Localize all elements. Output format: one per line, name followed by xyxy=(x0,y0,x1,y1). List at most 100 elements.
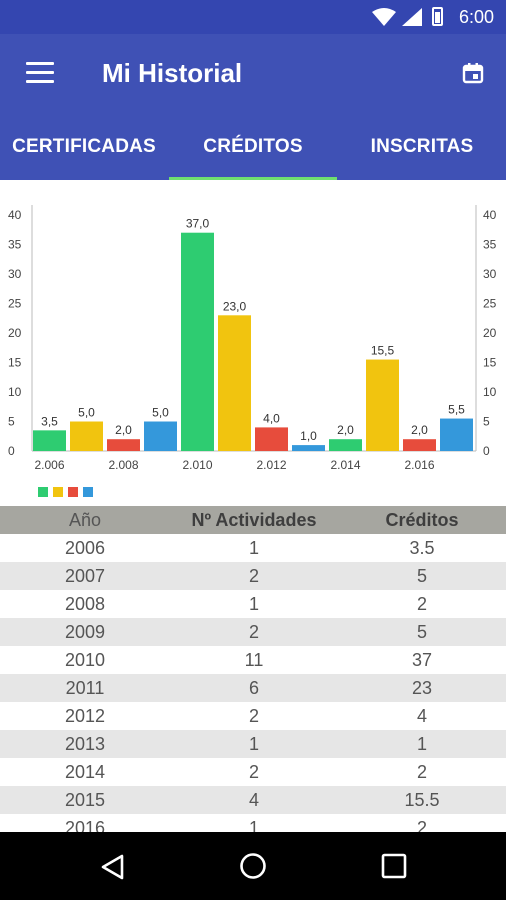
x-tick-label: 2.010 xyxy=(182,458,212,472)
y-tick-label-left: 20 xyxy=(8,326,22,340)
cell-activities: 2 xyxy=(248,762,259,782)
y-tick-label-left: 0 xyxy=(8,444,15,458)
wifi-icon xyxy=(372,8,396,26)
bar xyxy=(366,359,399,451)
recents-icon[interactable] xyxy=(381,853,407,879)
y-tick-label-left: 30 xyxy=(8,267,22,281)
bar-value-label: 2,0 xyxy=(411,423,428,437)
cell-credits: 2 xyxy=(416,818,427,838)
bar xyxy=(255,427,288,451)
table-header: Año Nº Actividades Créditos xyxy=(0,506,506,534)
calendar-icon[interactable] xyxy=(462,62,484,84)
signal-icon xyxy=(402,8,422,26)
cell-credits: 15.5 xyxy=(404,790,440,810)
app-bar: Mi Historial xyxy=(0,34,506,114)
tab-inscritas[interactable]: INSCRITAS xyxy=(338,114,506,180)
table-row: 2007 2 5 xyxy=(0,562,506,590)
bar-value-label: 4,0 xyxy=(263,411,280,425)
table-row: 2014 2 2 xyxy=(0,758,506,786)
bar-value-label: 1,0 xyxy=(300,429,317,443)
cell-year: 2012 xyxy=(64,706,106,726)
y-tick-label-right: 10 xyxy=(483,385,497,399)
tab-label: INSCRITAS xyxy=(370,136,474,157)
menu-icon[interactable] xyxy=(26,62,54,84)
y-tick-label-right: 5 xyxy=(483,415,490,429)
bar-value-label: 3,5 xyxy=(41,414,58,428)
x-tick-label: 2.006 xyxy=(34,458,64,472)
bar xyxy=(440,418,473,451)
credits-chart: 0 0 5 5 10 10 15 15 20 20 25 25 30 30 35 35 40 40 3,5 5,0 2,… xyxy=(0,180,506,506)
legend-swatch xyxy=(83,487,93,497)
y-tick-label-right: 25 xyxy=(483,297,497,311)
cell-year: 2010 xyxy=(64,650,106,670)
table-row: 2008 1 2 xyxy=(0,590,506,618)
table-row: 2011 6 23 xyxy=(0,674,506,702)
bar xyxy=(33,430,66,451)
bar-value-label: 5,0 xyxy=(78,406,95,420)
status-time: 6:00 xyxy=(458,7,494,27)
legend-swatch xyxy=(53,487,63,497)
cell-year: 2014 xyxy=(64,762,106,782)
table-row: 2010 11 37 xyxy=(0,646,506,674)
table-row: 2015 4 15.5 xyxy=(0,786,506,814)
table-row: 2006 1 3.5 xyxy=(0,534,506,562)
cell-year: 2006 xyxy=(64,538,106,558)
bar xyxy=(107,439,140,451)
y-tick-label-right: 30 xyxy=(483,267,497,281)
cell-credits: 5 xyxy=(416,566,427,586)
y-tick-label-left: 35 xyxy=(8,238,22,252)
bar xyxy=(181,232,214,451)
y-tick-label-left: 5 xyxy=(8,415,15,429)
cell-year: 2008 xyxy=(64,594,106,614)
header-activities: Nº Actividades xyxy=(191,510,317,530)
navigation-bar xyxy=(0,832,506,900)
credits-chart-svg: 0 0 5 5 10 10 15 15 20 20 25 25 30 30 35 35 40 40 3,5 5,0 2,… xyxy=(8,205,497,497)
bar xyxy=(70,421,103,451)
tab-creditos[interactable]: CRÉDITOS xyxy=(169,114,337,180)
y-tick-label-left: 10 xyxy=(8,385,22,399)
header-credits: Créditos xyxy=(385,510,459,530)
y-tick-label-left: 15 xyxy=(8,356,22,370)
legend-swatch xyxy=(38,487,48,497)
history-table: Año Nº Actividades Créditos 2006 1 3.5 2007… xyxy=(0,506,506,842)
x-tick-label: 2.012 xyxy=(256,458,286,472)
cell-year: 2013 xyxy=(64,734,106,754)
cell-activities: 4 xyxy=(248,790,259,810)
x-tick-label: 2.016 xyxy=(404,458,434,472)
back-icon[interactable] xyxy=(100,854,126,880)
bar-value-label: 5,5 xyxy=(448,403,465,417)
tab-indicator xyxy=(169,177,337,180)
cell-credits: 4 xyxy=(416,706,427,726)
table-row: 2013 1 1 xyxy=(0,730,506,758)
cell-year: 2009 xyxy=(64,622,106,642)
cell-activities: 2 xyxy=(248,566,259,586)
cell-credits: 1 xyxy=(416,734,427,754)
tab-label: CRÉDITOS xyxy=(203,136,303,157)
bar xyxy=(403,439,436,451)
bar xyxy=(218,315,251,451)
home-icon[interactable] xyxy=(239,852,267,880)
cell-credits: 37 xyxy=(411,650,433,670)
cell-activities: 6 xyxy=(248,678,259,698)
tab-label: CERTIFICADAS xyxy=(12,136,156,157)
cell-activities: 11 xyxy=(244,650,264,670)
table-row: 2012 2 4 xyxy=(0,702,506,730)
cell-year: 2007 xyxy=(64,566,106,586)
bar-value-label: 5,0 xyxy=(152,406,169,420)
bar-value-label: 37,0 xyxy=(186,217,210,231)
cell-credits: 3.5 xyxy=(409,538,435,558)
x-tick-label: 2.008 xyxy=(108,458,138,472)
cell-credits: 2 xyxy=(416,594,427,614)
tab-certificadas[interactable]: CERTIFICADAS xyxy=(0,114,168,180)
cell-year: 2015 xyxy=(64,790,106,810)
bar-value-label: 15,5 xyxy=(371,344,395,358)
cell-credits: 5 xyxy=(416,622,427,642)
cell-credits: 23 xyxy=(411,678,433,698)
cell-activities: 1 xyxy=(248,594,259,614)
y-tick-label-right: 40 xyxy=(483,208,497,222)
bar-value-label: 23,0 xyxy=(223,299,247,313)
header-year: Año xyxy=(68,510,102,530)
cell-activities: 1 xyxy=(248,818,259,838)
tab-bar: CERTIFICADAS CRÉDITOS INSCRITAS xyxy=(0,114,506,180)
battery-icon xyxy=(432,7,443,26)
